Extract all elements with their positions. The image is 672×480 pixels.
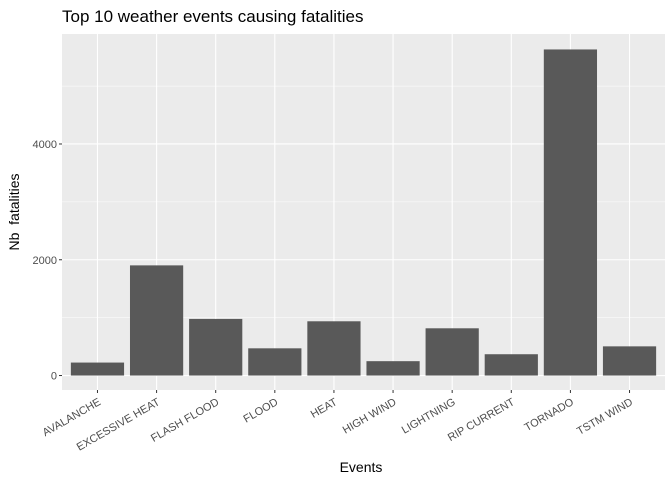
bar (70, 362, 125, 376)
x-tick-label: HEAT (309, 396, 340, 421)
bar (307, 321, 361, 376)
x-tick-label: TORNADO (522, 396, 576, 434)
bar (366, 361, 420, 376)
y-axis: 0 2000 4000 (33, 139, 62, 383)
x-tick-label: LIGHTNING (400, 396, 458, 436)
x-tick-label: FLOOD (241, 396, 280, 425)
chart-title: Top 10 weather events causing fatalities (62, 7, 363, 26)
bar (248, 348, 302, 376)
bar (425, 328, 479, 376)
bar (189, 318, 243, 376)
y-tick-label: 0 (51, 371, 57, 383)
y-axis-title: Nb fatalities (6, 173, 22, 250)
bar (543, 49, 598, 376)
bar (484, 354, 538, 376)
x-tick-label: HIGH WIND (341, 396, 399, 436)
y-tick-label: 4000 (33, 139, 57, 151)
x-tick-label: TSTM WIND (575, 396, 635, 438)
bars (70, 49, 657, 376)
x-axis-title: Events (340, 459, 383, 475)
bar (602, 346, 657, 376)
y-tick-label: 2000 (33, 255, 57, 267)
bar (129, 265, 184, 376)
x-tick-label: RIP CURRENT (446, 396, 517, 444)
